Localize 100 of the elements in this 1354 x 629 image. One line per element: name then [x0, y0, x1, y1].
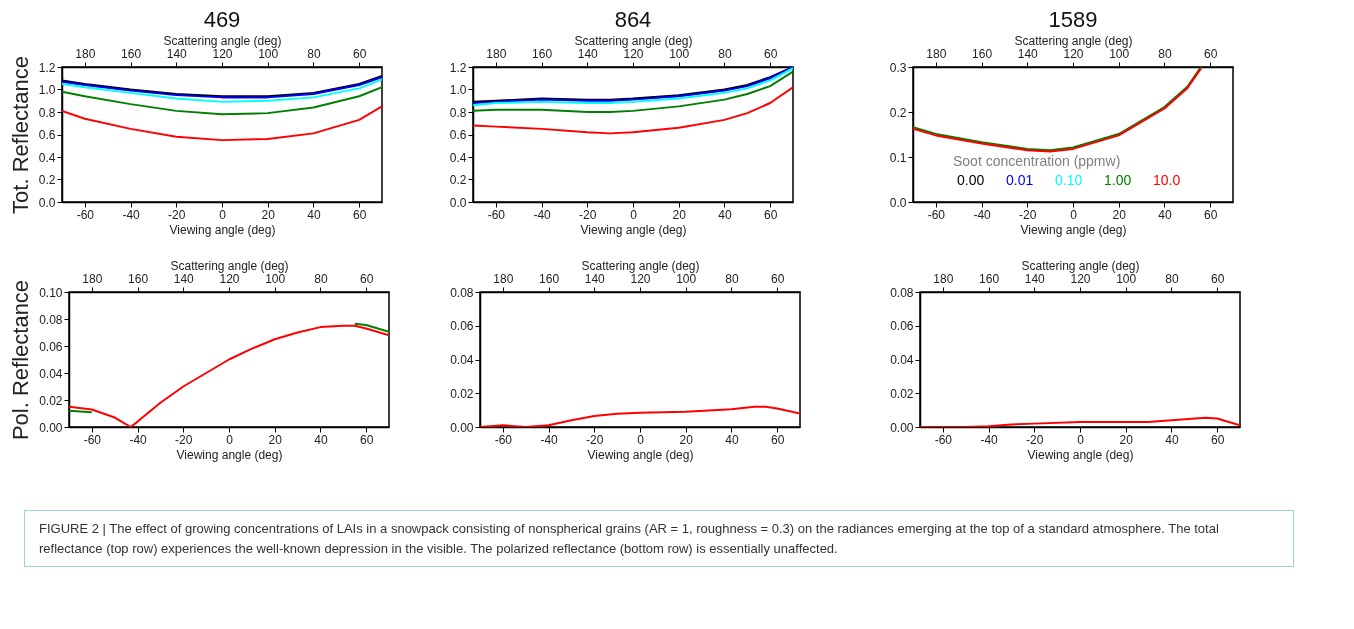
x2-tick-label: 60: [1203, 46, 1218, 61]
x2-axis-title: Scattering angle (deg): [574, 33, 693, 48]
x2-tick-label: 140: [584, 271, 606, 286]
chart-title: 1589: [1048, 7, 1098, 32]
x-tick-label: -20: [1019, 207, 1037, 222]
y-tick-label: 0.04: [890, 353, 914, 367]
line-series: [473, 70, 793, 113]
x2-tick-label: 160: [539, 271, 560, 286]
y-axis-title: Tot. Reflectance: [7, 56, 33, 214]
x-tick-label: 40: [725, 432, 739, 447]
x-tick-label: 40: [314, 432, 328, 447]
x2-tick-label: 60: [770, 271, 785, 286]
x2-tick-label: 140: [577, 46, 599, 61]
x2-axis-title: Scattering angle (deg): [1021, 258, 1140, 273]
x2-tick-label: 140: [166, 46, 188, 61]
y-tick-label: 0.8: [449, 105, 467, 120]
x2-tick-label: 180: [926, 46, 947, 61]
y-tick-label: 0.2: [889, 105, 907, 120]
x2-tick-label: 80: [718, 46, 732, 61]
x-tick-label: -20: [1026, 432, 1044, 447]
legend-label: 0.00: [957, 172, 985, 188]
y-tick-label: 0.3: [889, 60, 907, 75]
x-tick-label: 0: [630, 207, 638, 222]
y-tick-label: 0.04: [450, 353, 474, 367]
y-tick-label: 0.0: [449, 195, 467, 210]
chart-title: 469: [203, 7, 241, 32]
x2-tick-label: 140: [173, 271, 195, 286]
line-series: [62, 86, 382, 116]
text: 1.00: [1104, 172, 1132, 188]
x2-tick-label: 60: [352, 46, 367, 61]
legend-title: Soot concentration (ppmw): [953, 153, 1121, 169]
x-tick-label: -60: [487, 207, 506, 222]
x-axis-title: Viewing angle (deg): [1020, 222, 1127, 237]
x-tick-label: 0: [637, 432, 645, 447]
y-tick-label: 0.06: [39, 339, 63, 354]
x-tick-label: 0: [1077, 432, 1085, 447]
x2-tick-label: 80: [1158, 46, 1172, 61]
y-tick-label: 0.2: [449, 173, 467, 187]
x-axis-title: Viewing angle (deg): [580, 222, 687, 237]
x2-tick-label: 60: [359, 271, 374, 286]
x-axis-title: Viewing angle (deg): [176, 447, 283, 462]
x-tick-label: 40: [1158, 207, 1172, 222]
y-tick-label: 0.0: [38, 195, 56, 210]
x-tick-label: 60: [1210, 432, 1225, 447]
x2-tick-label: 180: [486, 46, 507, 61]
x2-tick-label: 180: [75, 46, 96, 61]
y-tick-label: 0.08: [39, 312, 63, 327]
y-tick-label: 1.0: [449, 83, 467, 97]
y-tick-label: 0.02: [39, 393, 63, 408]
x-axis-title: Viewing angle (deg): [1027, 447, 1134, 462]
x-tick-label: -20: [175, 432, 193, 447]
x2-tick-label: 180: [493, 271, 514, 286]
x2-tick-label: 180: [933, 271, 954, 286]
x-tick-label: 60: [770, 432, 785, 447]
y-tick-label: 0.4: [449, 150, 467, 165]
y-tick-label: 0.8: [38, 105, 56, 120]
x-tick-label: -60: [927, 207, 946, 222]
x2-tick-label: 160: [128, 271, 149, 286]
x-tick-label: 20: [1112, 207, 1127, 222]
chart-title: 864: [614, 7, 652, 32]
x2-axis-title: Scattering angle (deg): [1014, 33, 1133, 48]
x2-tick-label: 80: [1165, 271, 1179, 286]
x-tick-label: 0: [1070, 207, 1078, 222]
y-tick-label: 0.02: [450, 386, 474, 401]
x2-tick-label: 60: [763, 46, 778, 61]
x-tick-label: 0: [219, 207, 227, 222]
y-tick-label: 0.4: [38, 150, 56, 165]
line-series: [62, 105, 382, 142]
y-tick-label: 1.2: [449, 60, 467, 75]
y-tick-label: 0.6: [449, 128, 467, 142]
y-axis-title: Pol. Reflectance: [8, 279, 34, 441]
line-series: [473, 86, 793, 135]
y-tick-label: 0.0: [889, 195, 907, 210]
x-tick-label: 20: [672, 207, 687, 222]
y-tick-label: 0.6: [38, 128, 56, 142]
x-tick-label: -40: [533, 207, 552, 222]
x-tick-label: -40: [129, 432, 148, 447]
y-tick-label: 0.04: [39, 366, 63, 381]
x-tick-label: 60: [1203, 207, 1218, 222]
x-axis-title: Viewing angle (deg): [587, 447, 694, 462]
y-tick-label: 0.1: [889, 150, 907, 165]
x-tick-label: -60: [494, 432, 513, 447]
x-tick-label: -60: [83, 432, 102, 447]
x2-tick-label: 140: [1017, 46, 1039, 61]
x-tick-label: -40: [540, 432, 559, 447]
x2-tick-label: 60: [1210, 271, 1225, 286]
caption: FIGURE 2 | The effect of growing concentrations of LAIs in a snowpack consisting of nonspherical grains (AR = 1, roughness = 0.3) on the radiances emerging at the top of a standard atmosphere. The total reflectance (top row) experiences the well-known depression in the visible. The polarized reflectance (bottom row) is essentially unaffected.: [39, 520, 1220, 558]
y-tick-label: 0.08: [890, 285, 914, 300]
x2-tick-label: 160: [121, 46, 142, 61]
x-tick-label: -60: [934, 432, 953, 447]
x2-tick-label: 180: [82, 271, 103, 286]
x-tick-label: 60: [352, 207, 367, 222]
x-tick-label: 40: [718, 207, 732, 222]
x2-tick-label: 140: [1024, 271, 1046, 286]
x-tick-label: -40: [980, 432, 999, 447]
y-tick-label: 1.2: [38, 60, 56, 75]
y-tick-label: 0.2: [38, 173, 56, 187]
x2-tick-label: 80: [725, 271, 739, 286]
x-tick-label: 60: [763, 207, 778, 222]
y-tick-label: 1.0: [38, 83, 56, 97]
